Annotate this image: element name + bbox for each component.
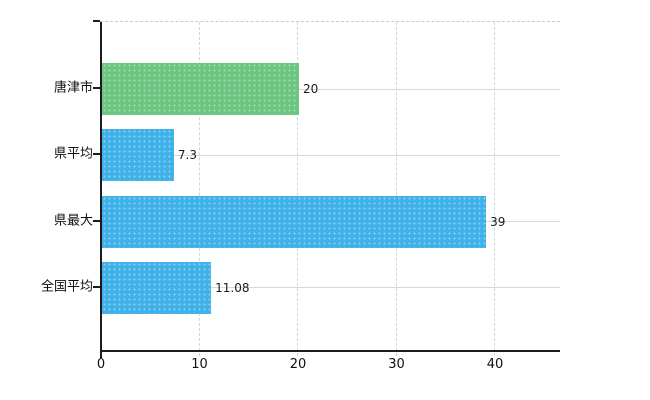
category-tick [93,285,100,288]
category-tick [93,87,100,89]
v-gridline [494,22,495,356]
value-label: 20 [303,82,319,96]
category-label: 県平均 [53,146,93,162]
h-gridline [100,88,560,90]
x-tick-label: 0 [96,357,106,372]
bar [102,261,212,314]
category-label: 県最大 [53,213,93,229]
axis-top-tick [93,20,100,22]
h-gridline [100,154,560,156]
x-axis-zero-tick [100,352,102,358]
x-tick-label: 20 [289,357,307,372]
x-axis-line [100,350,560,352]
x-tick-label: 40 [486,357,504,372]
v-gridline [395,22,397,356]
bar [102,63,299,115]
x-tick-label: 30 [388,357,405,372]
value-label: 7.3 [177,148,197,163]
category-label: 全国平均 [40,279,93,295]
v-gridline [297,22,298,356]
value-label: 11.08 [215,280,250,295]
x-tick-label: 10 [191,357,208,372]
h-gridline [100,287,560,289]
category-tick [93,153,100,156]
y-axis-line [100,22,102,352]
bar [102,195,487,248]
value-label: 39 [490,214,506,229]
plot-area: 20 7.3 39 11.08 [100,21,560,356]
bar [102,129,174,182]
category-label: 唐津市 [53,80,93,96]
v-gridline [198,22,200,356]
category-tick [93,219,100,222]
